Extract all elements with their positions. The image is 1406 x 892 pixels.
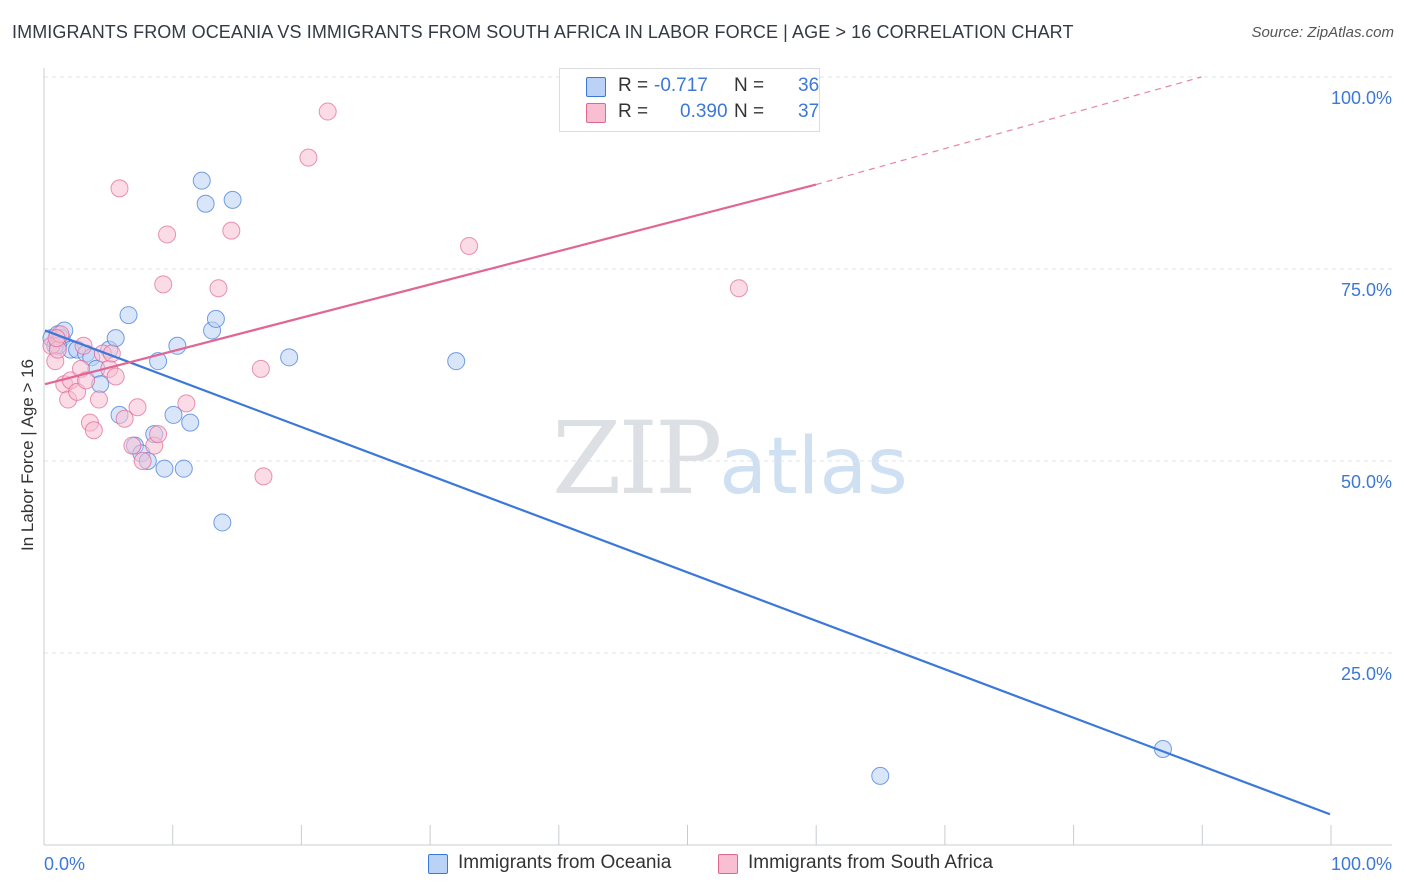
point-south-africa (251, 359, 270, 378)
point-south-africa (729, 279, 748, 298)
point-south-africa (115, 409, 134, 428)
x-tick-label: 0.0% (44, 854, 85, 874)
point-south-africa (460, 236, 479, 255)
point-oceania (196, 194, 215, 213)
point-south-africa (89, 390, 108, 409)
point-south-africa (209, 279, 228, 298)
point-south-africa (222, 221, 241, 240)
point-oceania (447, 352, 466, 371)
legend-swatch-south-africa (586, 103, 606, 123)
bottom-legend-label-oceania: Immigrants from Oceania (458, 852, 672, 873)
watermark-zip: ZIP (552, 400, 722, 517)
point-oceania (223, 190, 242, 209)
point-oceania (280, 348, 299, 367)
point-oceania (206, 309, 225, 328)
point-south-africa (133, 452, 152, 470)
point-south-africa (149, 425, 168, 444)
point-south-africa (158, 225, 177, 244)
point-south-africa (84, 421, 103, 440)
chart-title: IMMIGRANTS FROM OCEANIA VS IMMIGRANTS FR… (12, 22, 1074, 42)
bottom-legend-label-south-africa: Immigrants from South Africa (748, 852, 993, 873)
legend-r-value: -0.717 (654, 75, 708, 96)
legend-n-label: N = (734, 75, 765, 96)
point-south-africa (299, 148, 318, 167)
point-south-africa (254, 467, 273, 486)
point-oceania (155, 459, 174, 478)
point-oceania (192, 171, 211, 190)
trendline-south-africa (44, 183, 817, 386)
legend-swatch-oceania (586, 77, 606, 97)
y-tick-label: 100.0% (1331, 88, 1392, 108)
legend-n-label: N = (734, 101, 765, 122)
correlation-legend: R = -0.717 N = 36 R = 0.390 N = 37 (559, 68, 820, 132)
point-oceania (871, 766, 890, 785)
point-oceania (181, 413, 200, 432)
source-label: Source: ZipAtlas.com (1251, 24, 1394, 41)
legend-n-value: 37 (798, 101, 820, 122)
legend-r-label: R = (618, 75, 649, 96)
trendline-south-africa-extension (815, 76, 1202, 186)
point-oceania (119, 306, 138, 325)
x-tick-label: 100.0% (1331, 854, 1392, 874)
bottom-legend-swatch-oceania (428, 854, 448, 874)
watermark-atlas: atlas (719, 422, 908, 512)
trendline-oceania (44, 329, 1331, 816)
point-south-africa (128, 398, 147, 417)
point-oceania (174, 459, 193, 478)
point-south-africa (154, 275, 173, 294)
point-oceania (213, 513, 232, 532)
point-south-africa (106, 367, 125, 386)
point-oceania (106, 329, 125, 348)
legend-n-value: 36 (798, 75, 820, 96)
point-south-africa (110, 179, 129, 198)
point-south-africa (123, 436, 142, 455)
point-south-africa (77, 371, 96, 390)
point-south-africa (177, 394, 196, 413)
y-tick-label: 75.0% (1341, 280, 1392, 300)
legend-r-label: R = (618, 101, 649, 122)
point-south-africa (318, 102, 337, 121)
watermark: ZIPatlas (552, 400, 908, 517)
y-tick-label: 25.0% (1341, 664, 1392, 684)
y-tick-label: 50.0% (1341, 472, 1392, 492)
legend-r-value: 0.390 (680, 101, 728, 122)
point-oceania (164, 405, 183, 424)
bottom-legend-swatch-south-africa (718, 854, 738, 874)
